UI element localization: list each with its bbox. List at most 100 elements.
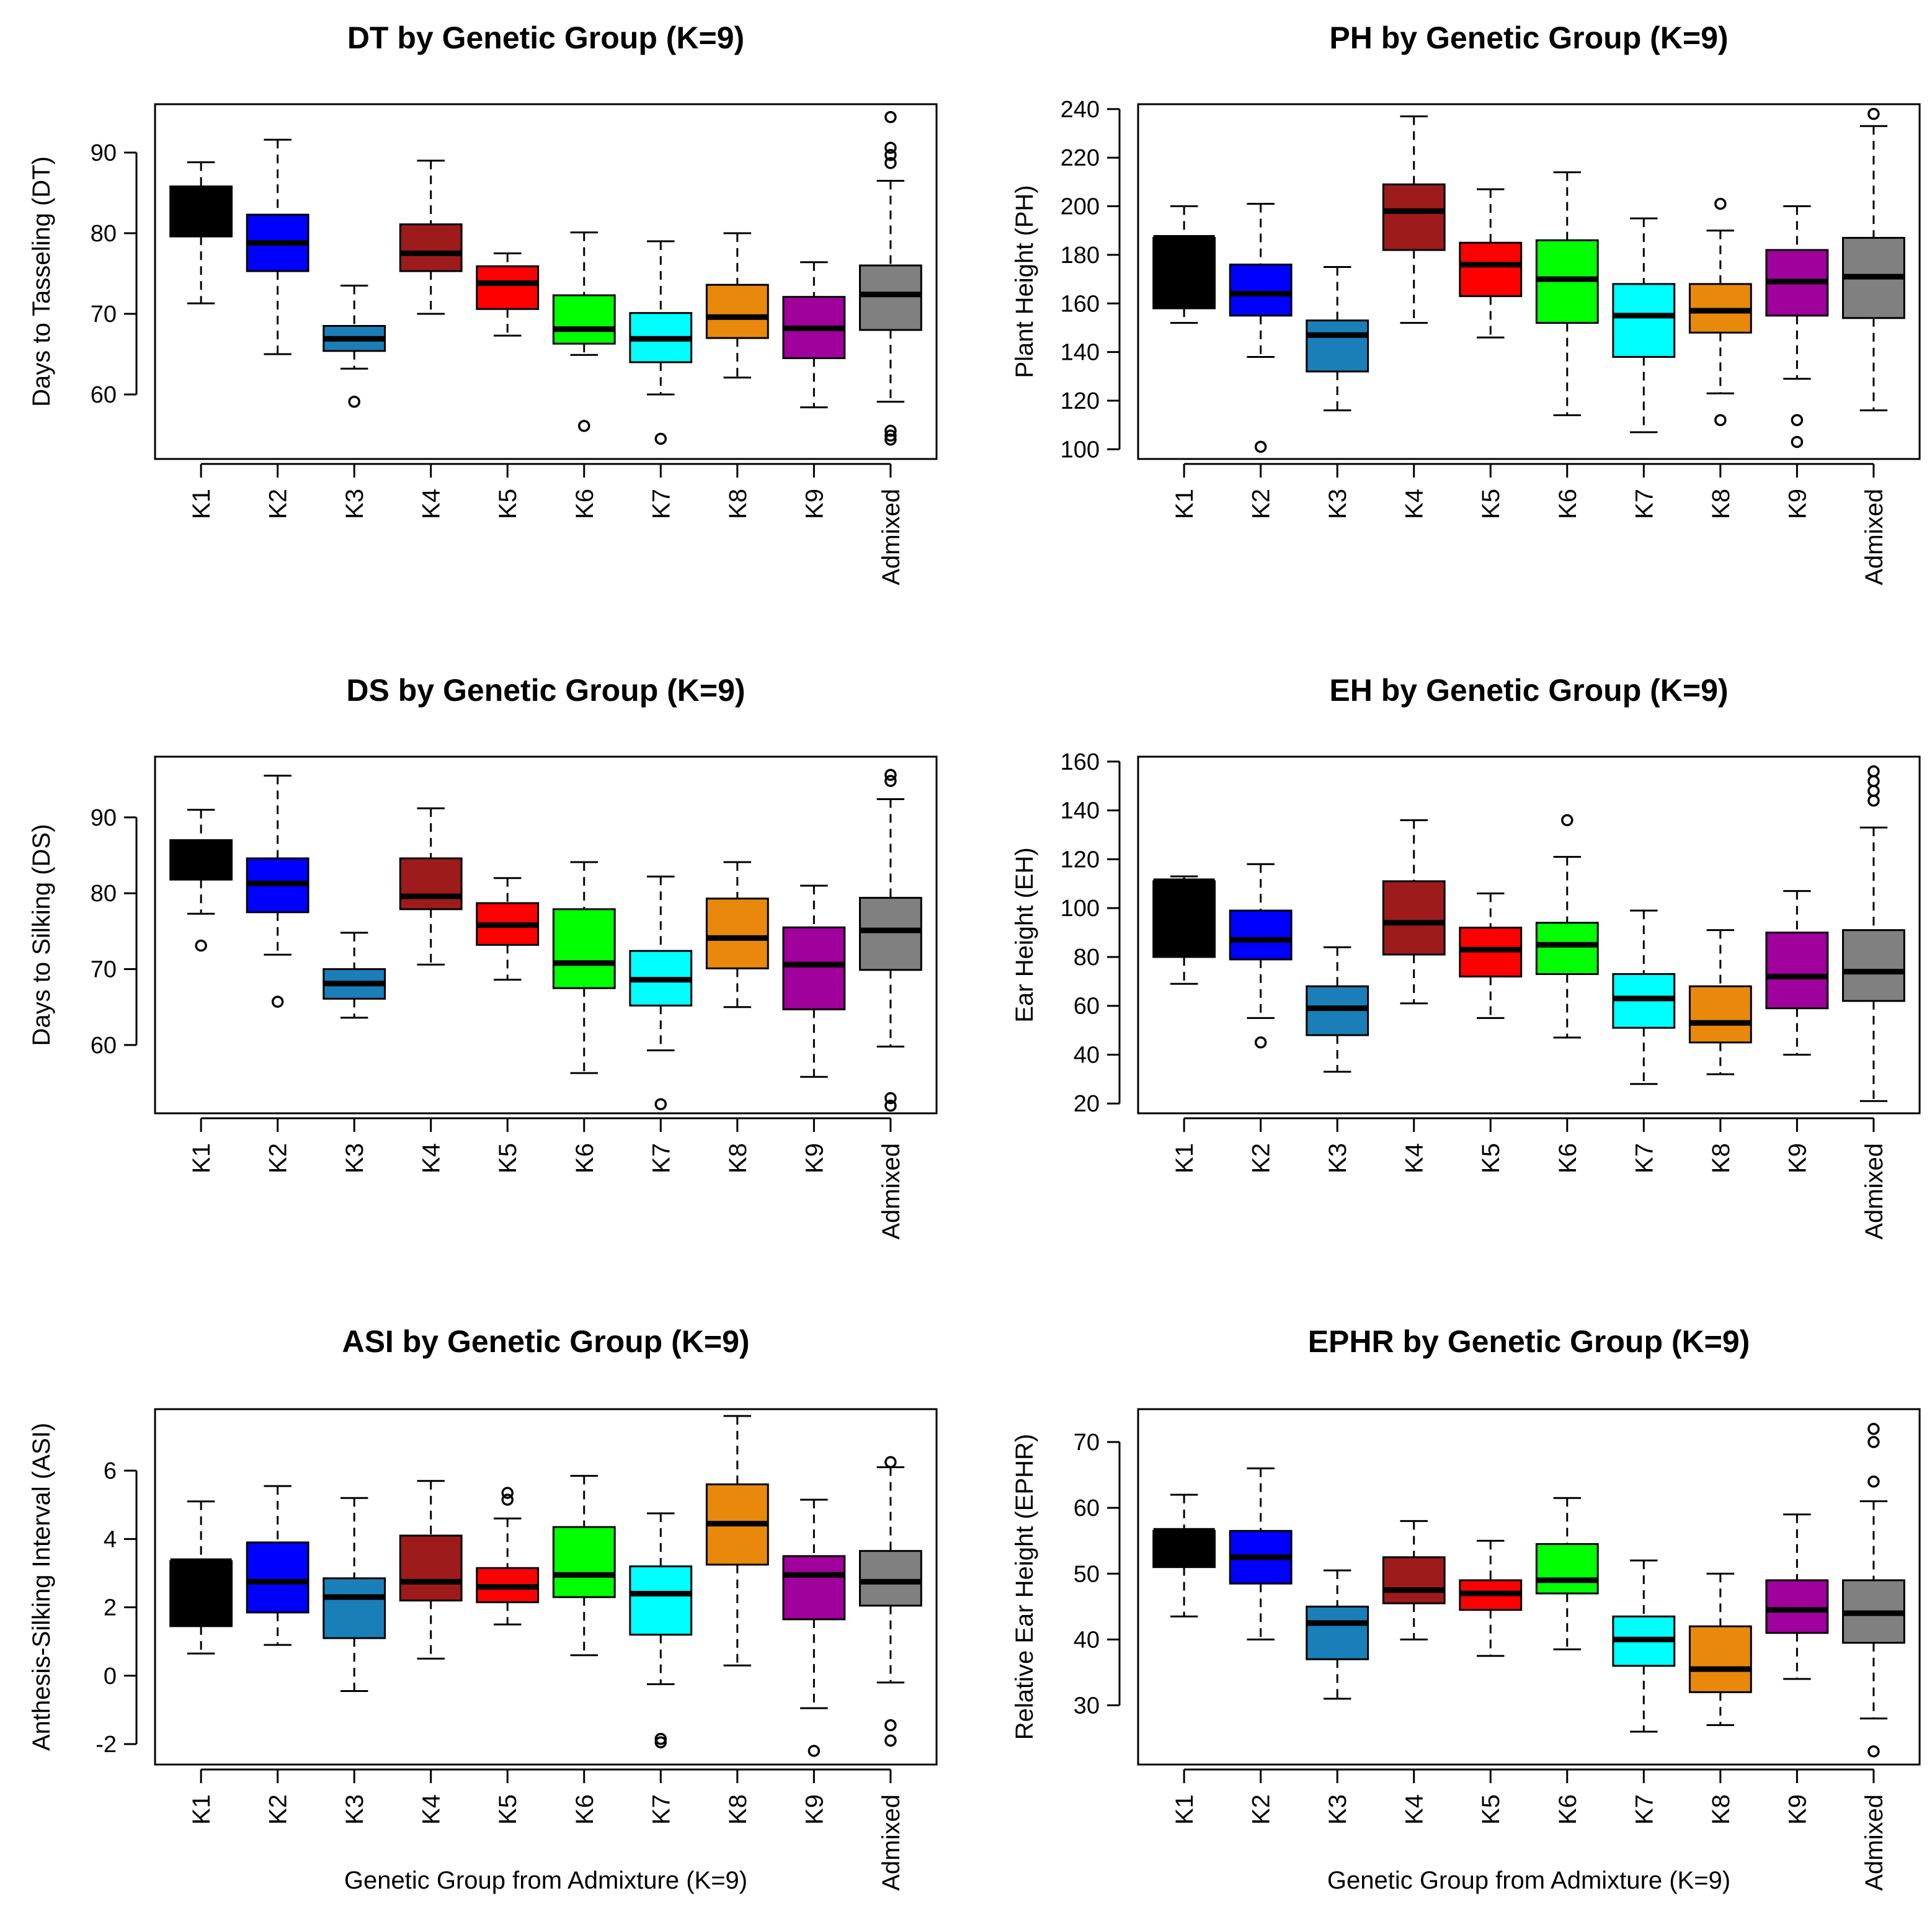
chart-6-box-k3 xyxy=(1306,1569,1369,1700)
chart-6-xtick-label-admixed: Admixed xyxy=(1861,1794,1888,1891)
chart-5-box-k7-outlier xyxy=(654,1736,667,1748)
chart-2-box-admixed-outlier xyxy=(1867,107,1880,120)
chart-3-box-k6-iqr-rect xyxy=(552,908,616,989)
chart-4-xtick-label-k6: K6 xyxy=(1554,1143,1582,1173)
chart-4-box-admixed-outlier xyxy=(1867,785,1880,797)
chart-5-box-k4 xyxy=(399,1480,463,1660)
chart-4-xtick-label-k5: K5 xyxy=(1477,1143,1505,1173)
chart-4-box-k1 xyxy=(1152,875,1216,985)
chart-2-box-k7 xyxy=(1612,217,1676,434)
chart-5-xtick-label-k4: K4 xyxy=(418,1794,445,1825)
chart-1-box-admixed-outlier xyxy=(884,149,897,161)
chart-2-xtick-label-k7: K7 xyxy=(1631,489,1658,519)
chart-4-ytick-label: 40 xyxy=(1074,1042,1100,1068)
chart-3-xtick-label-k5: K5 xyxy=(494,1143,522,1173)
chart-5-box-admixed-outlier xyxy=(884,1719,897,1732)
chart-3-box-admixed-outlier xyxy=(884,775,897,787)
chart-6-box-k8 xyxy=(1688,1572,1752,1726)
chart-1-box-k2 xyxy=(246,138,309,355)
chart-6-title: EPHR by Genetic Group (K=9) xyxy=(1308,1324,1750,1359)
chart-1-box-admixed-iqr-rect xyxy=(858,264,922,331)
chart-2-xtick-label-admixed: Admixed xyxy=(1861,489,1888,585)
chart-5-box-k1 xyxy=(169,1500,233,1655)
chart-1-box-admixed-outlier xyxy=(884,111,897,123)
chart-5-plot-frame xyxy=(154,1408,938,1766)
chart-5-xtick-label-k6: K6 xyxy=(571,1794,599,1825)
chart-5-box-k7-iqr-rect xyxy=(629,1565,693,1636)
chart-5-box-k7 xyxy=(629,1512,693,1748)
chart-1-box-admixed-outlier xyxy=(884,429,897,442)
chart-1-xtick-label-k3: K3 xyxy=(341,489,368,519)
chart-4-box-k2-outlier xyxy=(1254,1036,1267,1049)
chart-4-box-k4 xyxy=(1382,819,1446,1005)
chart-3-xtick-label-k1: K1 xyxy=(188,1143,215,1173)
chart-4-box-k4-iqr-rect xyxy=(1382,880,1446,956)
chart-6-box-k9 xyxy=(1765,1513,1829,1680)
chart-6-box-k4 xyxy=(1382,1520,1446,1640)
chart-3-box-admixed-outlier xyxy=(884,1100,897,1112)
chart-2-y-axis-title: Plant Height (PH) xyxy=(1011,185,1038,378)
chart-2-ytick-label: 220 xyxy=(1061,145,1100,171)
chart-1-box-k7 xyxy=(629,240,693,445)
chart-1-xtick-label-k1: K1 xyxy=(188,489,215,519)
chart-3-box-k8-iqr-rect xyxy=(705,897,769,969)
chart-6-box-k4-iqr-rect xyxy=(1382,1556,1446,1605)
chart-2-ytick-label: 120 xyxy=(1061,388,1100,414)
chart-4-box-k3 xyxy=(1306,946,1369,1073)
chart-4-y-axis-title: Ear Height (EH) xyxy=(1011,847,1038,1022)
chart-2-box-k5 xyxy=(1459,188,1523,339)
chart-6-box-k9-iqr-rect xyxy=(1765,1579,1829,1634)
chart-5-xtick-label-k8: K8 xyxy=(724,1794,752,1825)
chart-2-box-k2-iqr-rect xyxy=(1229,264,1293,317)
chart-2-ytick-label: 240 xyxy=(1061,97,1100,123)
chart-4-box-k2 xyxy=(1229,863,1293,1049)
chart-4-ytick-label: 100 xyxy=(1061,896,1100,922)
chart-6-xtick-label-k3: K3 xyxy=(1324,1794,1351,1825)
chart-1-xtick-label-k5: K5 xyxy=(494,489,522,519)
chart-3-plot-frame xyxy=(154,755,938,1115)
chart-2-box-k3 xyxy=(1306,265,1369,412)
chart-5-xtick-label-admixed: Admixed xyxy=(878,1794,905,1891)
chart-1-box-k6-iqr-rect xyxy=(552,294,616,345)
chart-4-box-k6 xyxy=(1535,814,1599,1039)
chart-2-xtick-label-k5: K5 xyxy=(1477,489,1505,519)
chart-4-ytick-label: 60 xyxy=(1074,994,1100,1020)
chart-1-box-k3-outlier xyxy=(348,395,360,408)
chart-1-ytick-label: 90 xyxy=(91,140,117,166)
chart-3-box-k7 xyxy=(629,875,693,1111)
chart-5-box-k2 xyxy=(246,1485,309,1646)
chart-3-ytick-label: 90 xyxy=(91,805,117,831)
chart-1-box-k7-outlier xyxy=(654,432,667,445)
chart-4-ytick-label: 120 xyxy=(1061,847,1100,873)
chart-3-ytick-label: 80 xyxy=(91,881,117,907)
chart-1-ytick-label: 80 xyxy=(91,221,117,247)
chart-1-xtick-label-k6: K6 xyxy=(571,489,599,519)
chart-3-title: DS by Genetic Group (K=9) xyxy=(346,673,745,708)
chart-4-ytick-label: 20 xyxy=(1074,1091,1100,1117)
chart-2-box-k1-iqr-rect xyxy=(1152,236,1216,309)
chart-5-box-k5 xyxy=(476,1487,540,1626)
chart-5-box-k3-iqr-rect xyxy=(323,1577,386,1639)
chart-6-box-admixed-outlier xyxy=(1867,1423,1880,1435)
chart-3-box-k2-outlier xyxy=(271,995,284,1008)
chart-2-box-k3-iqr-rect xyxy=(1306,319,1369,373)
chart-5-ytick-label: 4 xyxy=(104,1526,117,1552)
chart-2-xtick-label-k9: K9 xyxy=(1784,489,1811,519)
chart-6-box-k1-iqr-rect xyxy=(1152,1529,1216,1569)
chart-5-box-admixed xyxy=(858,1456,922,1747)
chart-4-xtick-label-k7: K7 xyxy=(1631,1143,1658,1173)
chart-3-box-k2 xyxy=(246,775,309,1008)
chart-1-xtick-label-k9: K9 xyxy=(801,489,828,519)
chart-2-xtick-label-k4: K4 xyxy=(1401,489,1428,519)
chart-6-box-k2 xyxy=(1229,1467,1293,1640)
chart-2-ytick-label: 160 xyxy=(1061,291,1100,317)
chart-6-xtick-label-k6: K6 xyxy=(1554,1794,1582,1825)
chart-6-ytick-label: 50 xyxy=(1074,1561,1100,1587)
chart-3-box-k7-outlier xyxy=(654,1098,667,1111)
chart-1-box-k9 xyxy=(782,261,846,409)
chart-3-box-k8 xyxy=(705,861,769,1008)
chart-4-box-k1-iqr-rect xyxy=(1152,880,1216,958)
chart-1-ytick-label: 70 xyxy=(91,301,117,327)
chart-6-xtick-label-k5: K5 xyxy=(1477,1794,1505,1825)
